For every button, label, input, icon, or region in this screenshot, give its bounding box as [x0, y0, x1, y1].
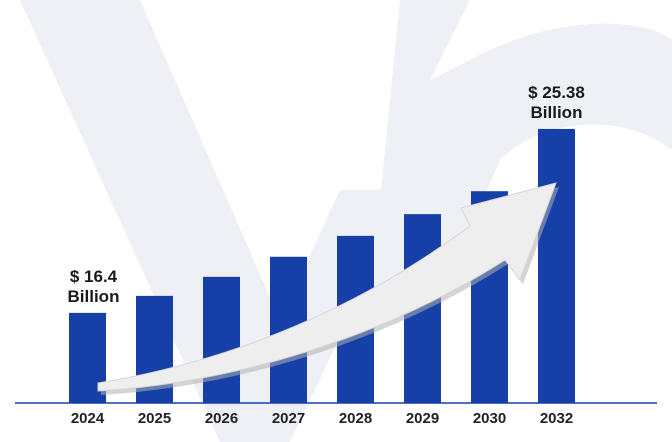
x-tick-2024: 2024: [71, 410, 105, 427]
x-tick-2027: 2027: [272, 410, 305, 427]
bar-2032: [538, 128, 575, 404]
data-label-unit-2024: Billion: [68, 287, 120, 306]
x-tick-2028: 2028: [339, 410, 372, 427]
data-label-unit-2032: Billion: [531, 103, 583, 122]
data-label-value-2032: $ 25.38: [528, 83, 585, 102]
x-tick-2029: 2029: [406, 410, 439, 427]
x-tick-2026: 2026: [205, 410, 238, 427]
watermark-stroke-right: [370, 0, 672, 300]
trend-arrow-body: [97, 182, 557, 392]
x-tick-2025: 2025: [138, 410, 171, 427]
x-tick-2032: 2032: [540, 410, 573, 427]
bar-2026: [203, 276, 240, 403]
trend-arrow: [97, 182, 559, 395]
x-tick-labels: 2024 2025 2026 2027 2028 2029 2030 2032: [71, 410, 573, 427]
x-tick-2030: 2030: [473, 410, 506, 427]
data-label-value-2024: $ 16.4: [70, 267, 118, 286]
